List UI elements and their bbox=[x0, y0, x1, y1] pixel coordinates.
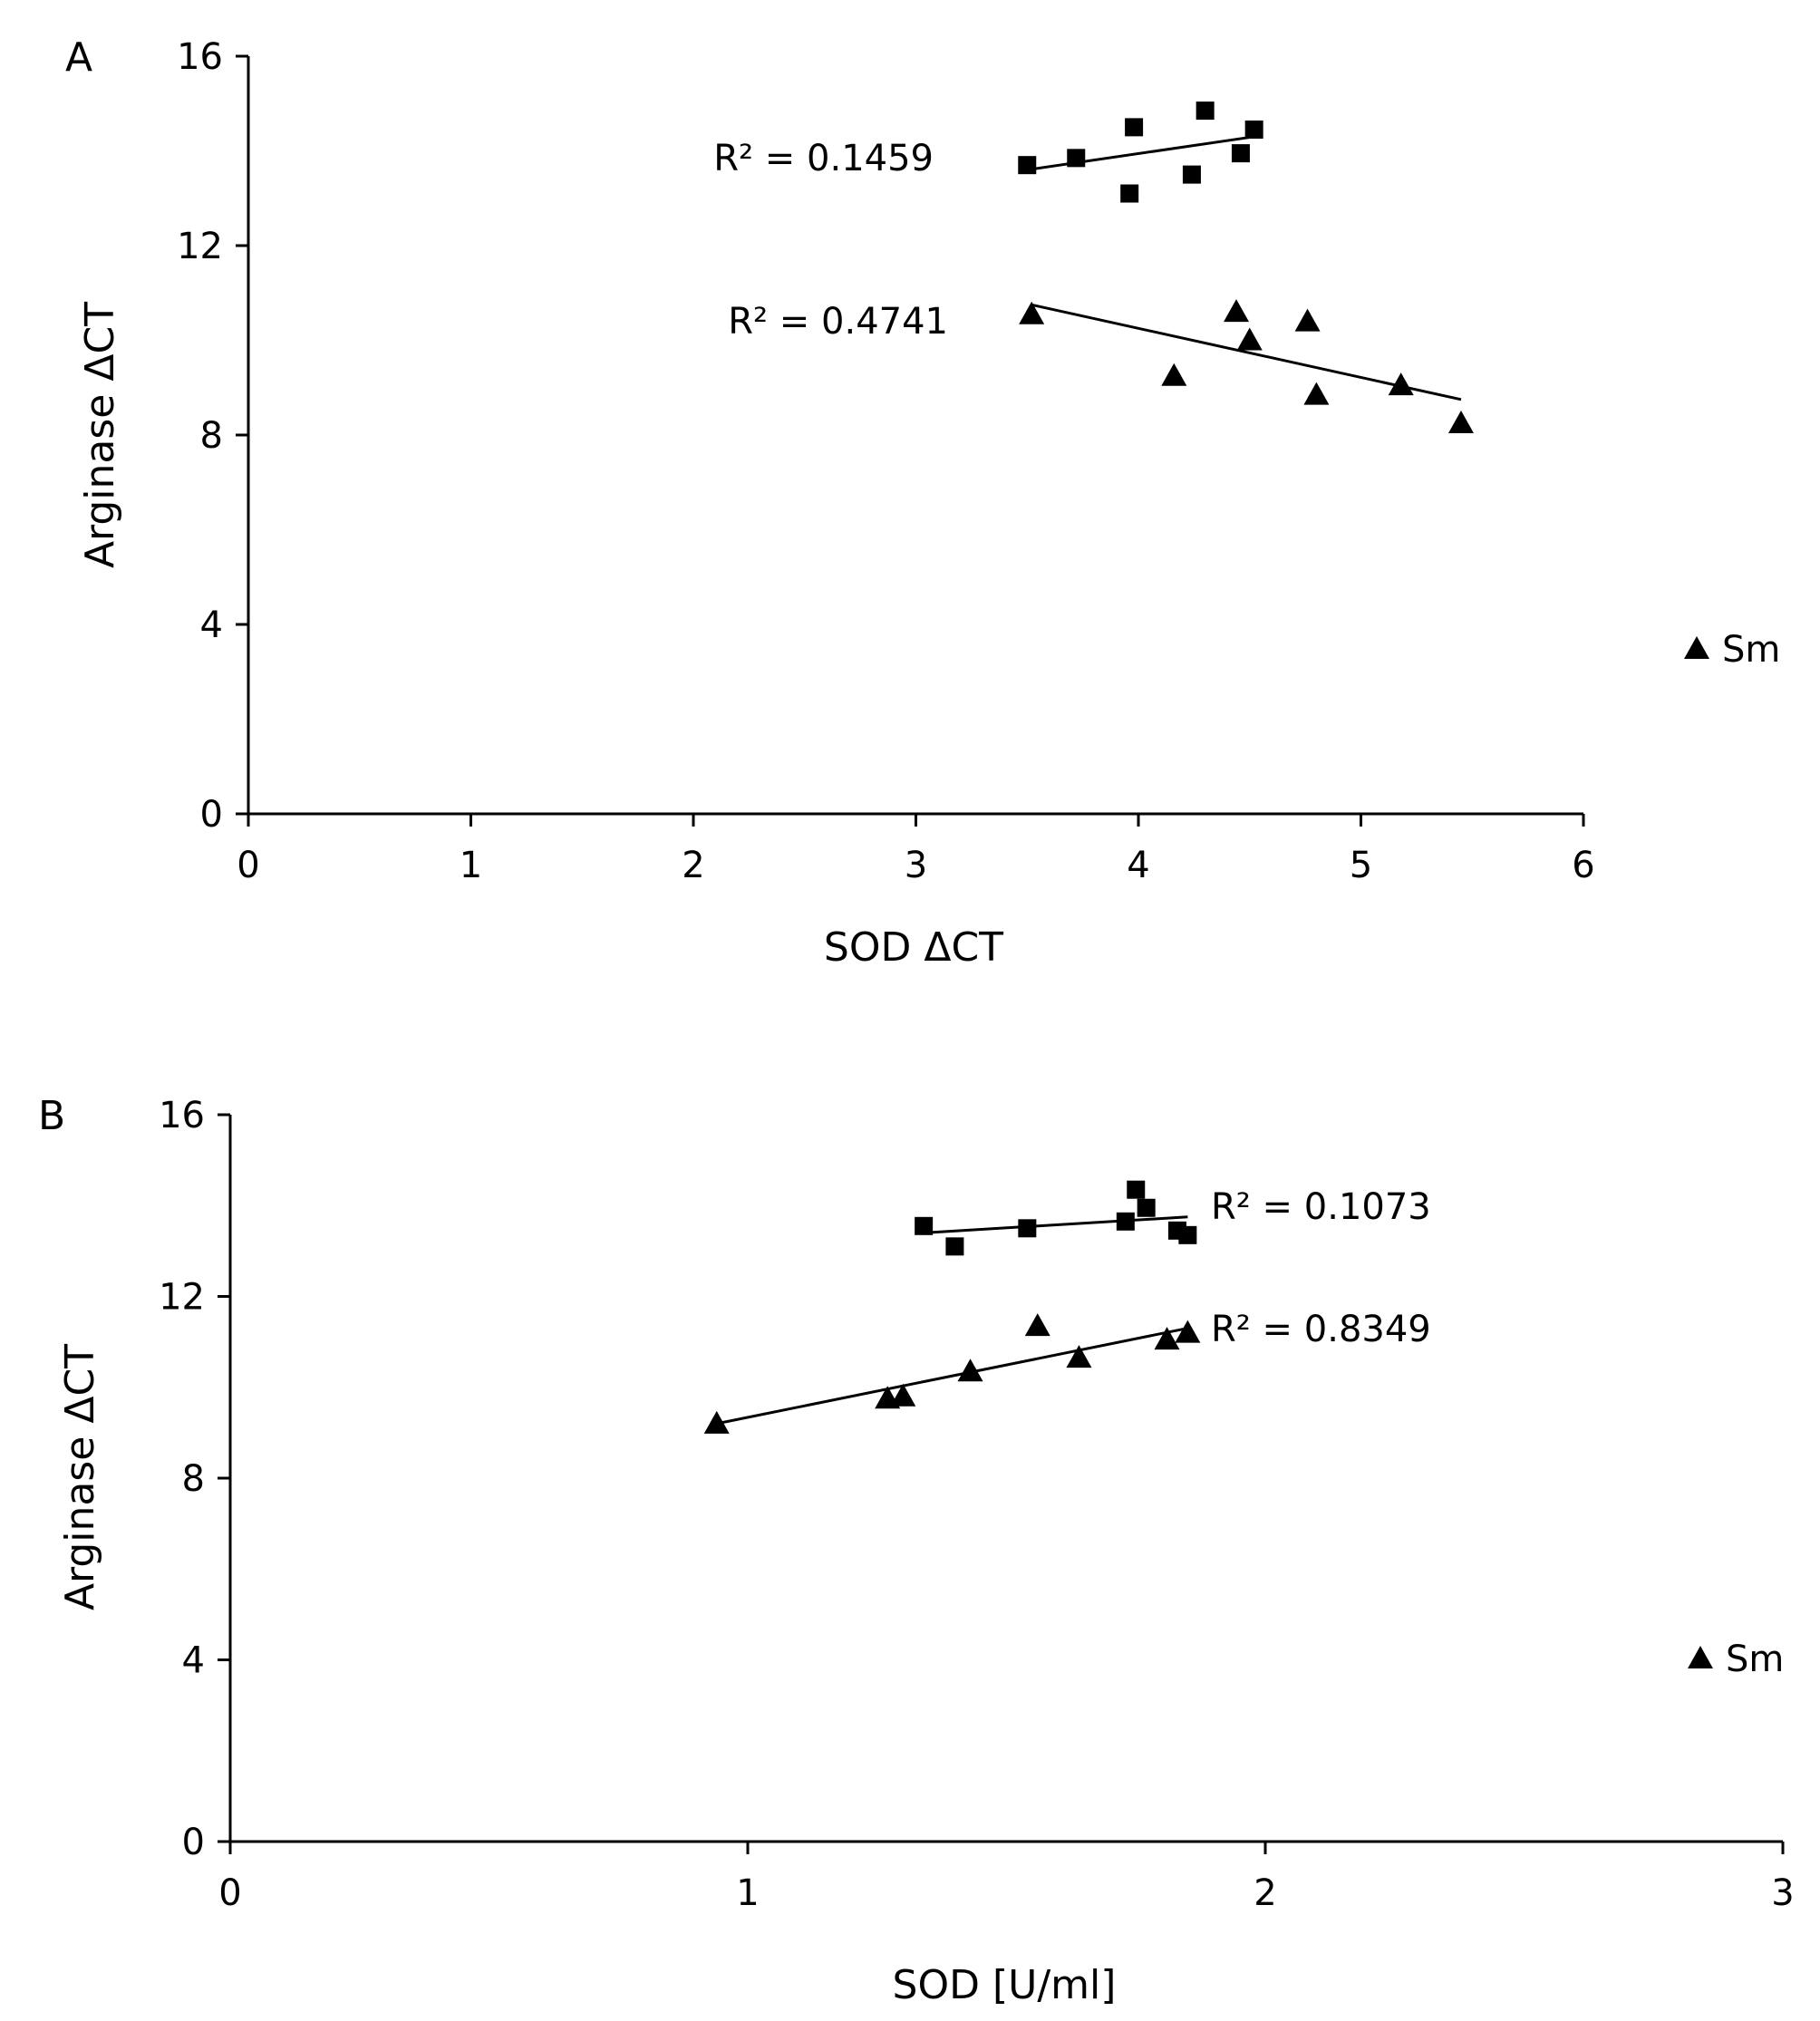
x-tick-label: 4 bbox=[1127, 845, 1149, 886]
legend: Sm bbox=[1688, 1639, 1784, 1680]
r-squared-label: R² = 0.1459 bbox=[713, 138, 934, 179]
data-point bbox=[890, 1383, 916, 1407]
data-point bbox=[1294, 308, 1321, 332]
legend-label: Sm bbox=[1726, 1639, 1784, 1680]
data-point bbox=[1018, 1219, 1037, 1238]
y-tick-label: 16 bbox=[159, 1095, 205, 1136]
data-point bbox=[1303, 382, 1330, 405]
y-tick-label: 0 bbox=[182, 1822, 205, 1863]
data-point bbox=[915, 1216, 934, 1235]
x-tick-label: 5 bbox=[1350, 845, 1372, 886]
x-tick-label: 1 bbox=[736, 1872, 759, 1914]
x-tick-label: 1 bbox=[460, 845, 482, 886]
y-tick-label: 4 bbox=[200, 604, 223, 646]
r-squared-label: R² = 0.8349 bbox=[1211, 1309, 1431, 1350]
r-squared-label: R² = 0.4741 bbox=[728, 301, 948, 343]
y-tick-label: 16 bbox=[177, 36, 223, 78]
data-point bbox=[1066, 1345, 1092, 1368]
x-tick-label: 0 bbox=[218, 1872, 241, 1914]
data-point bbox=[1125, 118, 1144, 137]
y-tick-label: 12 bbox=[159, 1277, 205, 1319]
data-point bbox=[957, 1359, 983, 1382]
y-tick-label: 12 bbox=[177, 226, 223, 267]
data-point bbox=[1244, 120, 1263, 139]
x-tick-label: 0 bbox=[237, 845, 259, 886]
x-axis-title: SOD ΔCT bbox=[824, 924, 1003, 971]
data-point bbox=[1137, 1198, 1156, 1217]
data-point bbox=[1127, 1180, 1146, 1199]
legend: Sm bbox=[1684, 629, 1780, 671]
data-point bbox=[1231, 144, 1250, 163]
data-point bbox=[1388, 372, 1414, 396]
data-point bbox=[1067, 149, 1086, 168]
data-point bbox=[1447, 410, 1474, 433]
trendline bbox=[1031, 303, 1462, 401]
panel-label: A bbox=[65, 34, 92, 81]
legend-marker-icon bbox=[1688, 1646, 1713, 1668]
trendline bbox=[716, 1327, 1188, 1426]
x-tick-label: 3 bbox=[1771, 1872, 1794, 1914]
legend-marker-icon bbox=[1684, 636, 1709, 659]
data-point bbox=[1024, 1313, 1050, 1337]
data-point bbox=[1120, 184, 1139, 203]
data-point bbox=[1161, 363, 1187, 386]
r-squared-label: R² = 0.1073 bbox=[1211, 1186, 1431, 1228]
y-tick-label: 0 bbox=[200, 794, 223, 836]
legend-label: Sm bbox=[1722, 629, 1780, 671]
data-point bbox=[1196, 102, 1215, 121]
data-point bbox=[1182, 165, 1201, 184]
data-point bbox=[1178, 1225, 1197, 1244]
x-tick-label: 2 bbox=[682, 845, 704, 886]
trendline bbox=[924, 1215, 1188, 1234]
square-series: R² = 0.1459 bbox=[713, 102, 1263, 203]
y-tick-label: 8 bbox=[200, 415, 223, 457]
data-point bbox=[1154, 1327, 1180, 1350]
data-point bbox=[1018, 156, 1037, 175]
square-series: R² = 0.1073 bbox=[915, 1180, 1431, 1256]
x-axis-title: SOD [U/ml] bbox=[893, 1962, 1117, 2008]
data-point bbox=[945, 1237, 964, 1256]
trendline bbox=[1027, 135, 1254, 171]
data-point bbox=[1236, 327, 1263, 351]
data-point bbox=[1116, 1212, 1135, 1231]
x-tick-label: 3 bbox=[905, 845, 927, 886]
x-tick-label: 6 bbox=[1572, 845, 1594, 886]
y-tick-label: 8 bbox=[182, 1458, 205, 1500]
triangle-series: R² = 0.4741 bbox=[728, 299, 1474, 433]
data-point bbox=[703, 1410, 730, 1434]
y-axis-title: Arginase ΔCT bbox=[57, 1344, 103, 1610]
y-tick-label: 4 bbox=[182, 1640, 205, 1682]
y-axis-title: Arginase ΔCT bbox=[77, 302, 123, 568]
x-tick-label: 2 bbox=[1254, 1872, 1276, 1914]
data-point bbox=[1019, 301, 1045, 324]
data-point bbox=[1175, 1320, 1201, 1343]
panel-label: B bbox=[38, 1093, 65, 1139]
triangle-series: R² = 0.8349 bbox=[703, 1309, 1431, 1434]
data-point bbox=[1224, 299, 1250, 323]
